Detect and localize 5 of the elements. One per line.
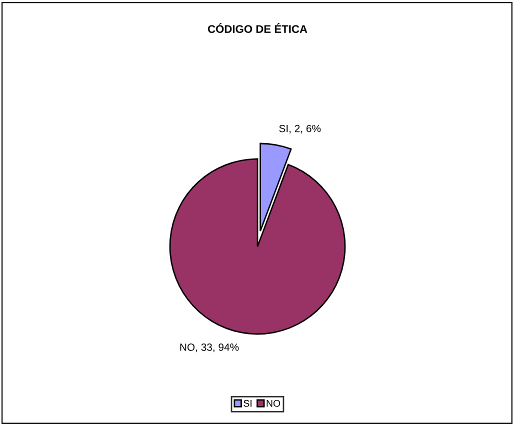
legend-label: SI (244, 400, 252, 407)
legend-label: NO (266, 400, 280, 407)
data-label: SI, 2, 6% (279, 124, 321, 134)
data-label: NO, 33, 94% (180, 344, 239, 352)
chart-title: CÓDIGO DE ÉTICA (208, 23, 308, 33)
